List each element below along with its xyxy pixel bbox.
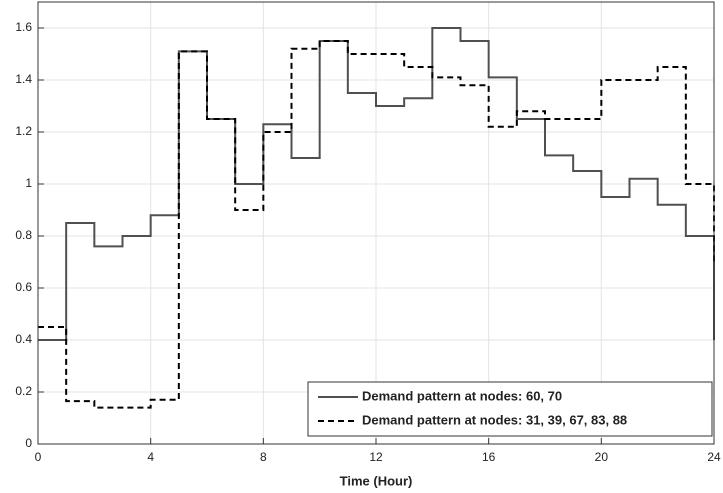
- data-line: [38, 40, 715, 409]
- legend-box: [307, 381, 713, 437]
- x-tick-label: 8: [260, 450, 267, 464]
- y-tick-label: 0: [25, 436, 32, 450]
- y-tick-label: 1.2: [15, 124, 32, 138]
- x-tick-label: 24: [707, 450, 721, 464]
- data-line: [38, 27, 715, 341]
- axes-box: [37, 1, 715, 445]
- y-tick-label: 1.6: [15, 20, 32, 34]
- x-tick-label: 12: [369, 450, 383, 464]
- y-tick-label: 0.8: [15, 228, 32, 242]
- legend-label: Demand pattern at nodes: 31, 39, 67, 83,…: [362, 412, 627, 427]
- x-tick-label: 20: [595, 450, 609, 464]
- y-tick-label: 0.2: [15, 384, 32, 398]
- y-tick-label: 1.4: [15, 72, 32, 86]
- x-tick-label: 4: [147, 450, 154, 464]
- x-tick-label: 16: [482, 450, 496, 464]
- y-tick-label: 0.4: [15, 332, 32, 346]
- legend-label: Demand pattern at nodes: 60, 70: [362, 388, 562, 403]
- x-axis-label: Time (Hour): [340, 473, 413, 488]
- y-tick-label: 0.6: [15, 280, 32, 294]
- x-tick-label: 0: [35, 450, 42, 464]
- y-tick-label: 1: [25, 176, 32, 190]
